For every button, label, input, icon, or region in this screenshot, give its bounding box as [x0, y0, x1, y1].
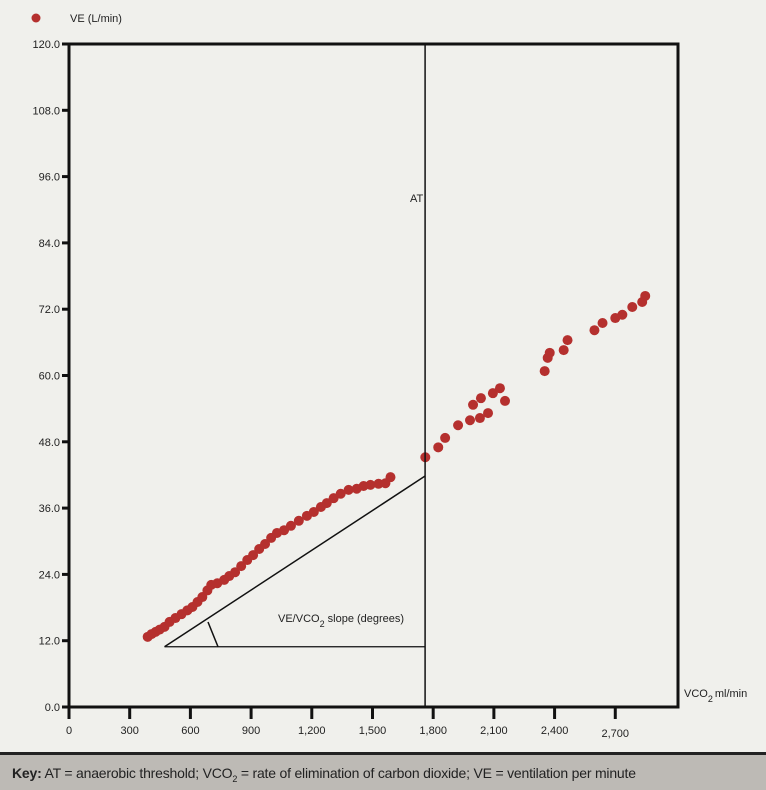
x-tick-label: 1,200 — [298, 725, 326, 737]
data-point — [236, 561, 247, 572]
x-tick-label: 2,700 — [602, 728, 630, 740]
data-point — [617, 309, 628, 320]
x-tick-label: 1,500 — [359, 725, 387, 737]
data-point — [468, 399, 479, 410]
data-point — [627, 301, 638, 312]
x-axis-label: VCO2 ml/min — [684, 688, 747, 704]
data-point — [475, 393, 486, 404]
data-point — [494, 383, 505, 394]
slope-label: VE/VCO2 slope (degrees) — [278, 613, 404, 629]
data-point — [321, 498, 332, 509]
x-tick-label: 300 — [121, 725, 139, 737]
data-point — [433, 442, 444, 453]
x-tick-label: 900 — [242, 725, 260, 737]
y-tick-label: 72.0 — [39, 304, 60, 316]
data-point — [285, 520, 296, 531]
key-bold: Key: — [12, 765, 42, 781]
data-point — [589, 325, 600, 336]
data-point — [335, 488, 346, 499]
x-tick-label: 2,100 — [480, 725, 508, 737]
y-tick-label: 48.0 — [39, 437, 60, 449]
data-point — [487, 388, 498, 399]
data-point — [248, 550, 259, 561]
data-point — [343, 484, 354, 495]
y-tick-label: 84.0 — [39, 238, 60, 250]
y-tick-label: 60.0 — [39, 371, 60, 383]
data-point — [453, 420, 464, 431]
data-point — [230, 567, 241, 578]
x-tick-label: 2,400 — [541, 725, 569, 737]
data-point — [558, 345, 569, 356]
data-point — [260, 539, 271, 550]
data-point — [483, 408, 494, 419]
y-tick-label: 108.0 — [32, 105, 60, 117]
x-tick-label: 1,800 — [419, 725, 447, 737]
data-points — [142, 290, 651, 642]
y-tick-label: 0.0 — [45, 702, 60, 714]
key-text-1: AT = anaerobic threshold; VCO — [41, 765, 233, 781]
y-tick-label: 36.0 — [39, 503, 60, 515]
plot-frame — [67, 42, 680, 709]
data-point — [539, 366, 550, 377]
data-point — [500, 395, 511, 406]
data-point — [440, 432, 451, 443]
x-tick-label: 0 — [66, 725, 72, 737]
angle-mark — [207, 621, 219, 648]
y-tick-label: 96.0 — [39, 172, 60, 184]
data-point — [544, 347, 555, 358]
data-point — [365, 479, 376, 490]
slope-line — [164, 475, 426, 648]
data-point — [293, 515, 304, 526]
data-point — [640, 290, 651, 301]
data-point — [308, 506, 319, 517]
data-point — [385, 472, 396, 483]
y-tick-label: 12.0 — [39, 636, 60, 648]
y-tick-label: 24.0 — [39, 569, 60, 581]
legend-marker — [31, 13, 41, 23]
data-point — [562, 335, 573, 346]
key-text-2: = rate of elimination of carbon dioxide;… — [237, 765, 636, 781]
scatter-chart: VE (L/min) 0.0 12.0 24.0 36.0 48.0 60.0 72.0 84… — [31, 13, 747, 740]
data-point — [465, 415, 476, 426]
axes: 0.0 12.0 24.0 36.0 48.0 60.0 72.0 84.0 96.0 108.0… — [32, 39, 680, 740]
x-tick-label: 600 — [181, 725, 199, 737]
key-caption: Key: AT = anaerobic threshold; VCO2 = ra… — [0, 752, 766, 790]
data-point — [597, 318, 608, 329]
data-point — [474, 413, 485, 424]
y-tick-label: 120.0 — [32, 39, 60, 51]
key-sub: 2 — [232, 773, 238, 784]
annotations — [164, 44, 426, 707]
legend-label: VE (L/min) — [70, 13, 122, 25]
at-label: AT — [410, 193, 424, 205]
